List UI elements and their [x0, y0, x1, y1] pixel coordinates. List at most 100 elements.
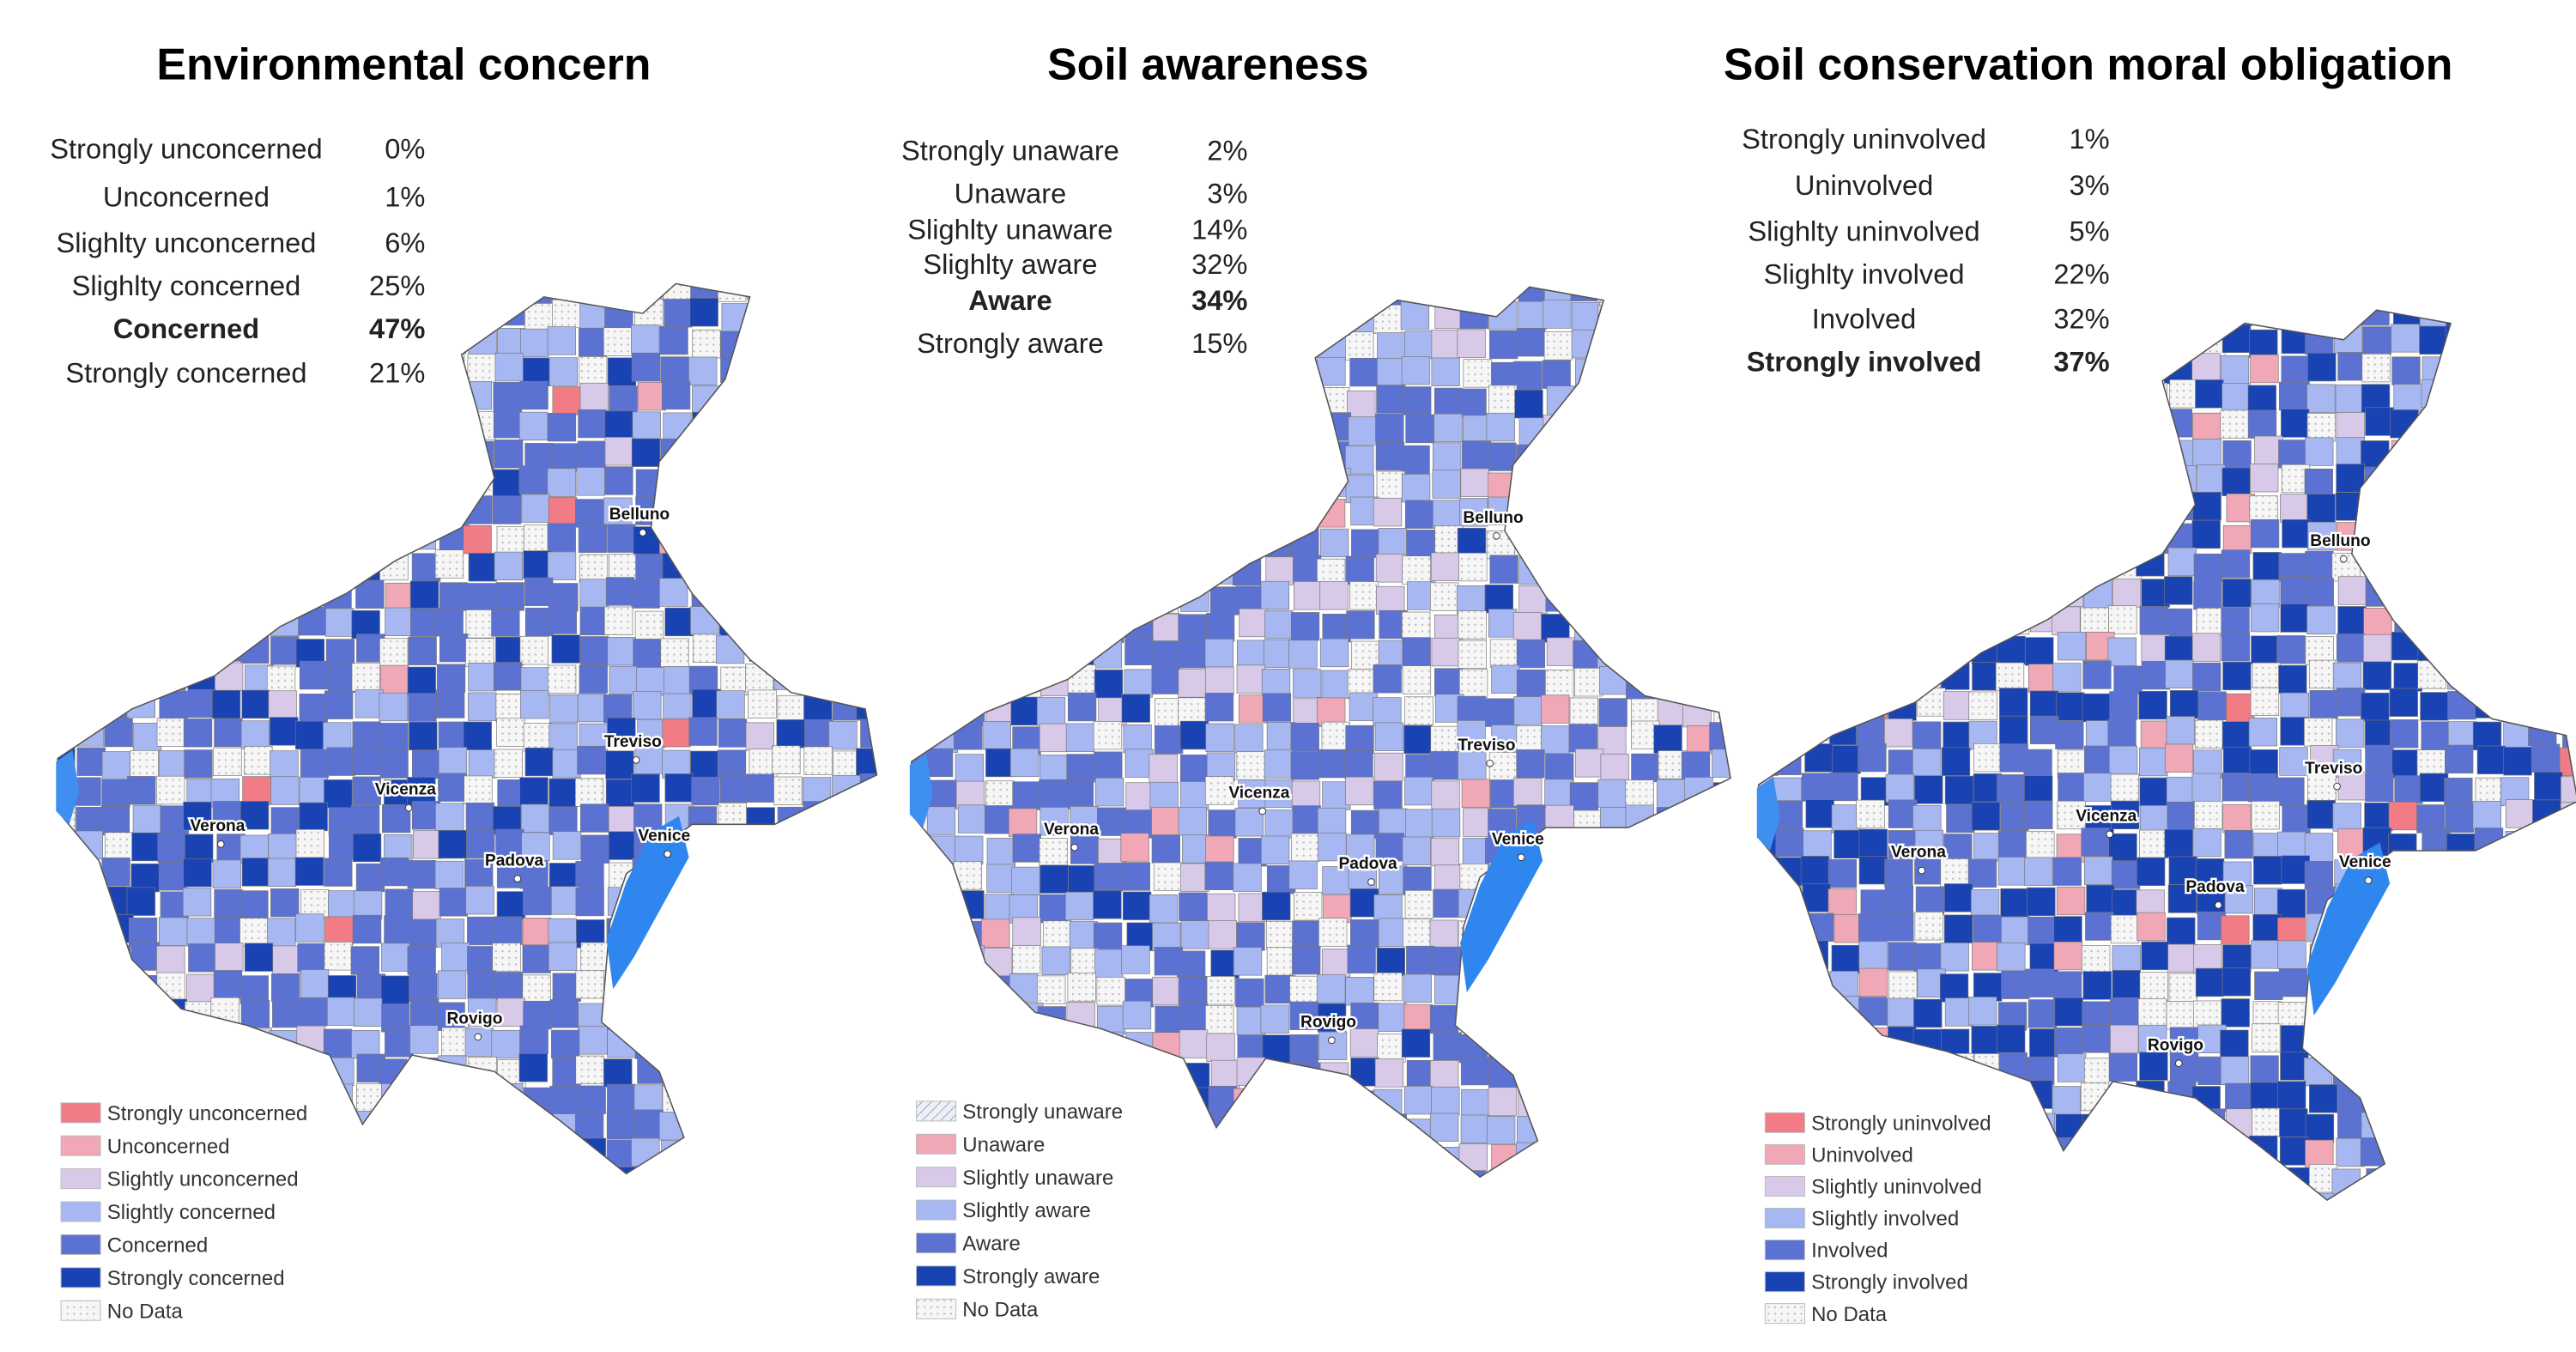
region — [1401, 1028, 1431, 1058]
region — [1805, 496, 1835, 525]
region — [2225, 1082, 2254, 1113]
region — [155, 582, 185, 611]
region — [1575, 358, 1604, 388]
region — [2307, 999, 2337, 1028]
region — [689, 1137, 718, 1167]
region — [2450, 969, 2479, 998]
region — [887, 300, 915, 329]
region — [1888, 1083, 1918, 1113]
region — [1461, 1088, 1490, 1119]
region — [2001, 970, 2030, 999]
region — [1967, 858, 1997, 888]
region — [957, 526, 986, 555]
region — [1915, 547, 1944, 576]
region — [58, 919, 77, 948]
region — [635, 1166, 665, 1174]
region — [1573, 809, 1603, 840]
region — [352, 914, 382, 944]
region — [1758, 439, 1773, 468]
region — [1831, 689, 1861, 718]
region — [777, 386, 806, 415]
region — [2446, 551, 2475, 580]
region — [1206, 1033, 1235, 1062]
region — [2476, 745, 2506, 774]
region — [2197, 691, 2227, 720]
city-dot — [1328, 1036, 1336, 1045]
region — [1773, 439, 1802, 468]
stat-label: Strongly uninvolved — [1742, 123, 1986, 155]
stat-value: 1% — [2069, 123, 2109, 155]
region — [1232, 556, 1262, 585]
region — [1999, 1163, 2028, 1193]
region — [1093, 1057, 1123, 1086]
region — [270, 409, 299, 440]
region — [465, 1167, 494, 1174]
region — [833, 973, 862, 1002]
region — [1317, 807, 1347, 837]
region — [2305, 1113, 2335, 1143]
region — [1971, 383, 2000, 412]
region — [1773, 996, 1802, 1026]
region — [776, 1082, 805, 1111]
region — [1655, 1089, 1685, 1119]
region — [1404, 889, 1433, 919]
region — [2532, 1057, 2561, 1087]
region — [691, 776, 720, 806]
region — [324, 440, 354, 469]
region — [2249, 495, 2278, 524]
region — [1758, 884, 1774, 913]
region — [1121, 1087, 1151, 1116]
region — [828, 1058, 858, 1088]
region — [2110, 1193, 2139, 1201]
region — [520, 328, 549, 358]
region — [2139, 747, 2168, 777]
region — [2136, 323, 2165, 352]
region — [434, 860, 464, 890]
region — [355, 689, 384, 718]
region — [983, 388, 1013, 417]
region — [1488, 949, 1518, 979]
region — [1294, 1088, 1323, 1119]
region — [1972, 662, 2001, 691]
panel: BellunoTrevisoVicenzaVeronaPadovaVeniceR… — [50, 39, 915, 1323]
city-label: Venice — [2339, 853, 2391, 871]
region — [1713, 782, 1731, 811]
region — [2531, 1026, 2561, 1055]
region — [1431, 1086, 1460, 1116]
region — [799, 857, 828, 886]
region — [495, 828, 524, 858]
region — [1742, 306, 1770, 334]
region — [1513, 361, 1543, 391]
legend-label: Unconcerned — [107, 1135, 230, 1158]
region — [1288, 386, 1318, 416]
region — [2391, 356, 2421, 385]
region — [2168, 1193, 2197, 1201]
region — [184, 749, 213, 779]
region — [1264, 749, 1294, 779]
region — [1317, 974, 1346, 1003]
region — [2112, 945, 2141, 974]
region — [1802, 883, 1831, 912]
region — [494, 916, 523, 945]
region — [799, 358, 828, 388]
region — [1543, 287, 1573, 301]
region — [1687, 528, 1716, 558]
region — [1120, 833, 1149, 862]
region — [718, 918, 748, 948]
region — [2167, 491, 2196, 520]
region — [690, 917, 720, 946]
region — [1488, 1031, 1518, 1060]
region — [467, 1114, 496, 1143]
region — [2197, 464, 2226, 494]
region — [407, 946, 436, 975]
region — [2195, 967, 2225, 997]
region — [2111, 800, 2140, 830]
region — [325, 464, 355, 494]
city-label: Venice — [1492, 830, 1544, 848]
region — [2558, 1083, 2576, 1113]
region — [859, 913, 877, 943]
region — [579, 554, 609, 583]
region — [1178, 1113, 1207, 1143]
region — [1457, 585, 1486, 615]
region — [355, 496, 384, 526]
